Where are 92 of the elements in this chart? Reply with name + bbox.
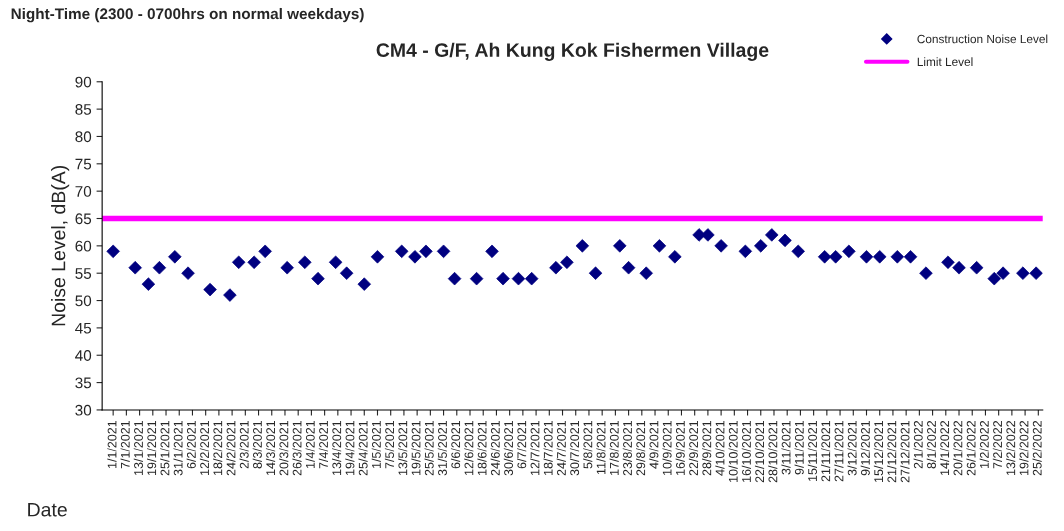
chart-title: CM4 - G/F, Ah Kung Kok Fishermen Village [376, 42, 769, 61]
x-tick-label: 25/5/2021 [424, 420, 434, 476]
x-tick-label: 4/9/2021 [649, 420, 659, 469]
x-tick-label: 15/11/2021 [807, 420, 817, 482]
point [621, 261, 636, 275]
x-tick-label: 12/6/2021 [464, 420, 474, 475]
x-tick-label: 18/6/2021 [477, 420, 487, 475]
x-tick-label: 22/9/2021 [688, 420, 699, 476]
x-tick-label: 21/11/2021 [821, 420, 831, 482]
y-tick-label: 55 [75, 268, 92, 279]
x-tick-label: 7/1/2021 [120, 420, 130, 469]
x-tick-label: 5/8/2021 [583, 420, 593, 469]
x-tick-label: 9/11/2021 [794, 420, 804, 475]
x-tick-label: 8/3/2021 [252, 420, 262, 469]
x-tick-label: 27/12/2021 [900, 420, 910, 483]
x-tick-label: 20/3/2021 [279, 420, 289, 476]
x-tick-label: 29/8/2021 [635, 420, 646, 476]
x-tick-label: 13/5/2021 [398, 420, 408, 475]
x-tick-label: 24/7/2021 [556, 420, 566, 476]
x-tick-label: 22/10/2021 [754, 420, 765, 483]
x-tick-label: 31/1/2021 [173, 420, 183, 476]
x-tick-label: 16/10/2021 [741, 420, 751, 482]
x-tick-label: 20/1/2022 [953, 420, 963, 476]
y-tick-label: 40 [75, 350, 92, 361]
chart-subtitle: Night-Time (2300 - 0700hrs on normal weekdays) [11, 7, 364, 23]
y-tick-label: 90 [75, 76, 92, 88]
x-tick-label: 27/11/2021 [834, 420, 844, 482]
x-tick-label: 13/4/2021 [332, 420, 342, 475]
x-tick-label: 25/4/2021 [358, 420, 368, 476]
x-tick-label: 1/1/2021 [107, 420, 117, 469]
x-tick-label: 28/10/2021 [768, 420, 778, 483]
x-tick-label: 25/2/2022 [1032, 420, 1042, 476]
x-tick-label: 19/4/2021 [345, 420, 355, 475]
y-tick-label: 30 [75, 404, 92, 416]
x-tick-label: 21/12/2021 [887, 420, 897, 483]
x-tick-label: 6/2/2021 [186, 420, 196, 469]
x-tick-label: 8/1/2022 [926, 420, 936, 469]
x-tick-label: 14/3/2021 [265, 420, 276, 475]
x-tick-label: 25/1/2021 [160, 420, 170, 476]
y-tick-label: 75 [75, 158, 92, 170]
x-tick-label: 11/8/2021 [596, 420, 606, 475]
x-tick-label: 18/7/2021 [543, 420, 553, 475]
x-tick-label: 26/3/2021 [292, 420, 302, 476]
x-tick-label: 31/5/2021 [437, 420, 447, 476]
x-tick-label: 26/1/2022 [966, 420, 976, 476]
y-tick-label: 60 [75, 240, 92, 252]
x-tick-label: 13/1/2021 [133, 420, 143, 475]
y-tick-label: 50 [75, 295, 92, 307]
point [969, 261, 984, 275]
x-axis-title: Date [28, 502, 67, 517]
x-tick-label: 19/2/2022 [1019, 420, 1029, 475]
x-tick-label: 7/2/2022 [992, 420, 1003, 469]
x-tick-label: 1/2/2022 [979, 420, 989, 469]
x-tick-label: 23/8/2021 [622, 420, 632, 476]
x-tick-label: 19/5/2021 [411, 420, 421, 475]
x-tick-label: 2/1/2022 [913, 420, 923, 469]
legend-label: Construction Noise Level [917, 34, 1048, 44]
x-tick-label: 2/3/2021 [239, 420, 249, 469]
x-tick-label: 19/1/2021 [146, 420, 157, 475]
x-tick-label: 7/4/2021 [318, 420, 328, 469]
x-tick-label: 18/2/2021 [213, 420, 223, 475]
x-tick-label: 12/7/2021 [530, 420, 540, 475]
x-tick-label: 28/9/2021 [702, 420, 712, 476]
x-tick-label: 4/10/2021 [715, 420, 725, 476]
x-tick-label: 3/11/2021 [781, 420, 791, 475]
x-tick-label: 15/12/2021 [873, 420, 884, 482]
y-tick-label: 85 [75, 103, 92, 115]
y-tick-label: 80 [75, 131, 92, 143]
x-tick-label: 30/6/2021 [503, 420, 514, 476]
x-tick-label: 3/12/2021 [847, 420, 857, 476]
x-tick-label: 10/10/2021 [728, 420, 738, 482]
x-tick-label: 13/2/2022 [1006, 420, 1016, 475]
x-tick-label: 24/6/2021 [490, 420, 500, 476]
x-tick-label: 1/4/2021 [305, 420, 315, 469]
x-tick-label: 14/1/2022 [939, 420, 950, 475]
x-tick-label: 10/9/2021 [662, 420, 672, 475]
x-tick-label: 16/9/2021 [675, 420, 685, 475]
x-tick-label: 9/12/2021 [860, 420, 870, 476]
x-tick-label: 6/6/2021 [450, 420, 461, 469]
x-tick-label: 7/5/2021 [384, 420, 395, 469]
x-tick-label: 30/7/2021 [569, 420, 580, 476]
x-tick-label: 12/2/2021 [199, 420, 210, 475]
y-tick-label: 35 [75, 377, 92, 389]
legend-label: Limit Level [917, 57, 973, 66]
x-tick-label: 24/2/2021 [226, 420, 236, 476]
x-tick-label: 17/8/2021 [609, 420, 619, 475]
y-tick-label: 70 [75, 186, 92, 197]
x-tick-label: 6/7/2021 [517, 420, 527, 469]
y-axis-title: Noise Level, dB(A) [51, 166, 70, 326]
y-tick-label: 45 [75, 322, 92, 334]
y-tick-label: 65 [75, 213, 92, 225]
x-tick-label: 1/5/2021 [371, 420, 381, 469]
